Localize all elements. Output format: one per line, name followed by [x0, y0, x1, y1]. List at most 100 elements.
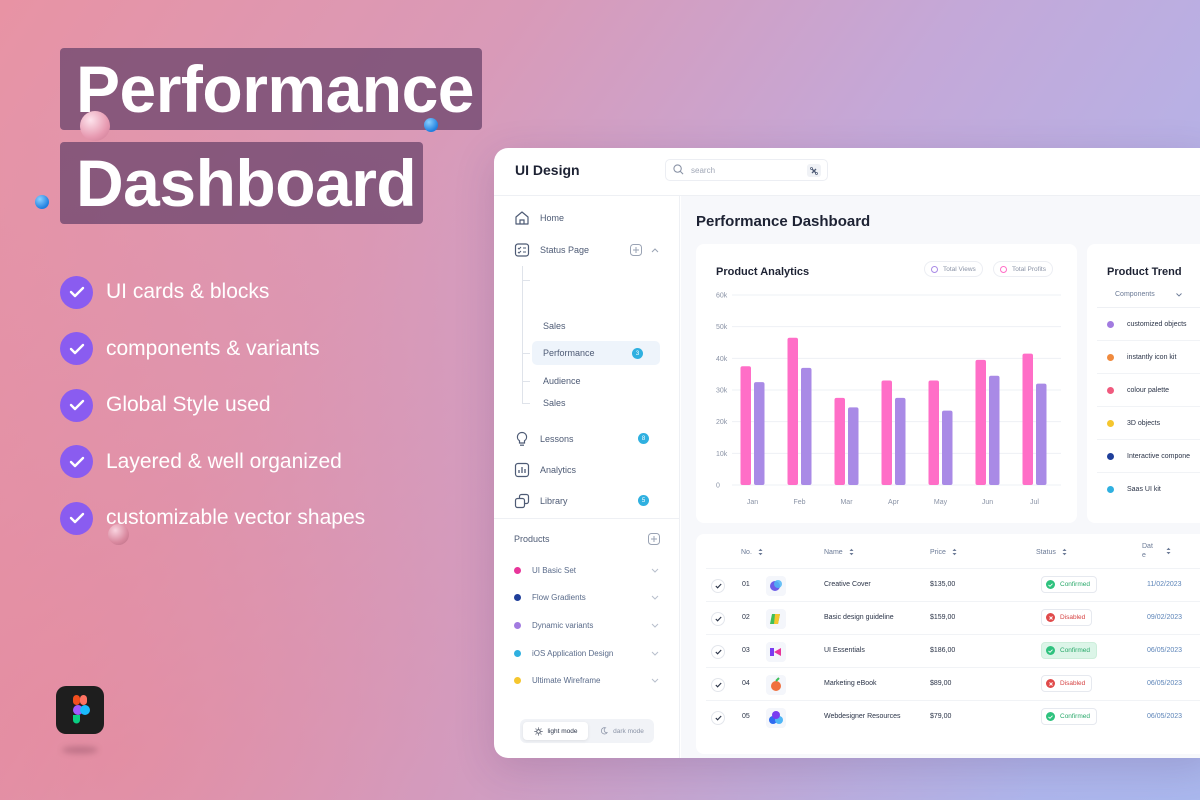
trend-row[interactable]: Interactive compone [1097, 440, 1200, 473]
status-badge: Confirmed [1041, 642, 1097, 659]
product-item[interactable]: iOS Application Design [514, 649, 613, 658]
product-item[interactable]: Flow Gradients [514, 593, 586, 602]
search-box[interactable] [665, 159, 828, 181]
table-row[interactable]: 03 UI Essentials $186,00 Confirmed 06/05… [706, 634, 1200, 667]
tree-line [522, 266, 523, 404]
light-mode-button[interactable]: light mode [523, 722, 588, 740]
table-row[interactable]: 02 Basic design guideline $159,00 Disabl… [706, 601, 1200, 634]
trend-row[interactable]: instantly icon kit [1097, 341, 1200, 374]
product-trend-card: Product Trend Components customized obje… [1087, 244, 1200, 523]
search-input[interactable] [691, 163, 801, 177]
chevron-down-icon[interactable] [1176, 293, 1182, 297]
table-row[interactable]: 04 Marketing eBook $89,00 Disabled 06/05… [706, 667, 1200, 700]
table-row[interactable]: 05 Webdesigner Resources $79,00 Confirme… [706, 700, 1200, 733]
cell-name: Basic design guideline [824, 614, 894, 621]
x-tick-label: Jan [747, 499, 758, 506]
status-badge: Disabled [1041, 675, 1093, 692]
sort-icon[interactable] [758, 548, 763, 556]
theme-toggle[interactable]: light mode dark mode [520, 719, 654, 743]
cell-price: $79,00 [930, 713, 952, 720]
main-content: Performance Dashboard Product Analytics … [681, 196, 1200, 758]
trend-row[interactable]: Saas UI kit [1097, 473, 1200, 506]
column-header-date[interactable]: Dat e [1142, 542, 1171, 560]
check-circle-icon [1046, 646, 1055, 655]
cell-no: 01 [742, 581, 750, 588]
header-label: No. [741, 548, 752, 556]
bar-profits [834, 397, 845, 485]
color-dot [514, 622, 521, 629]
legend-total-views[interactable]: Total Views [924, 261, 983, 277]
trend-row[interactable]: customized objects [1097, 308, 1200, 341]
dark-mode-button[interactable]: dark mode [592, 722, 652, 740]
sort-icon[interactable] [849, 548, 854, 556]
sort-icon[interactable] [1062, 548, 1067, 556]
count-badge: 3 [632, 348, 643, 359]
product-item[interactable]: Dynamic variants [514, 621, 593, 630]
sidebar-subitem-audience[interactable]: Audience [543, 376, 581, 386]
row-checkbox[interactable] [711, 645, 725, 659]
feature-item: Global Style used [60, 385, 365, 425]
cell-date: 06/05/2023 [1147, 680, 1183, 687]
trend-row[interactable]: colour palette [1097, 374, 1200, 407]
sidebar-subitem-performance[interactable]: Performance 3 [532, 341, 660, 365]
app-title: UI Design [515, 162, 580, 178]
sidebar-subitem-sales[interactable]: Sales [543, 321, 566, 331]
row-checkbox[interactable] [711, 678, 725, 692]
products-heading: Products [514, 534, 550, 544]
feature-item: UI cards & blocks [60, 272, 365, 312]
sidebar-item-home[interactable]: Home [514, 209, 564, 227]
trend-label: instantly icon kit [1127, 353, 1177, 361]
trend-header: Components [1097, 284, 1200, 308]
sidebar-item-status-page[interactable]: Status Page [514, 241, 589, 259]
page-title: Performance Dashboard [696, 213, 871, 230]
sidebar-item-analytics[interactable]: Analytics [514, 461, 576, 479]
table-row[interactable]: 01 Creative Cover $135,00 Confirmed 11/0… [706, 568, 1200, 601]
cell-price: $89,00 [930, 680, 952, 687]
chevron-down-icon[interactable] [651, 651, 659, 656]
product-label: Flow Gradients [532, 593, 586, 602]
row-checkbox[interactable] [711, 579, 725, 593]
checklist-icon [514, 243, 530, 257]
orders-table: No. Name Price Status Dat e 01 Creative … [696, 534, 1200, 754]
chevron-down-icon[interactable] [651, 623, 659, 628]
divider [494, 518, 680, 519]
decorative-sphere [424, 118, 438, 132]
legend-ring-icon [1000, 265, 1007, 273]
column-header-name[interactable]: Name [824, 548, 854, 556]
column-header-no[interactable]: No. [741, 548, 763, 556]
product-label: Dynamic variants [532, 621, 594, 630]
legend-ring-icon [931, 265, 938, 273]
sort-icon[interactable] [1166, 547, 1171, 555]
trend-row[interactable]: 3D objects [1097, 407, 1200, 440]
column-header-price[interactable]: Price [930, 548, 957, 556]
legend-total-profits[interactable]: Total Profits [993, 261, 1053, 277]
bar-views [801, 367, 812, 485]
product-item[interactable]: Ultimate Wireframe [514, 676, 600, 685]
sidebar-item-lessons[interactable]: Lessons [514, 430, 574, 448]
product-item[interactable]: UI Basic Set [514, 566, 576, 575]
search-icon [673, 164, 684, 175]
sidebar-item-label: Library [540, 496, 568, 506]
command-key-icon[interactable] [807, 164, 821, 177]
add-icon[interactable] [630, 244, 642, 256]
tree-connector [522, 280, 530, 281]
cell-date: 11/02/2023 [1147, 581, 1182, 588]
sidebar-item-library[interactable]: Library [514, 492, 568, 510]
status-badge: Disabled [1041, 609, 1093, 626]
cell-name: Creative Cover [824, 581, 871, 588]
product-label: Ultimate Wireframe [532, 676, 601, 685]
column-header-status[interactable]: Status [1036, 548, 1067, 556]
row-checkbox[interactable] [711, 711, 725, 725]
y-tick-label: 40k [716, 356, 728, 363]
chevron-down-icon[interactable] [651, 678, 659, 683]
bar-profits [740, 366, 751, 485]
bar-chart: 0 10k 20k 30k 40k 50k 60k Jan Feb Mar Apr May Jun Jul [716, 293, 1061, 506]
sort-icon[interactable] [952, 548, 957, 556]
sidebar-subitem-sales-2[interactable]: Sales [543, 398, 566, 408]
chevron-down-icon[interactable] [651, 568, 659, 573]
chevron-down-icon[interactable] [651, 595, 659, 600]
lightbulb-icon [516, 431, 528, 446]
chevron-up-icon[interactable] [651, 247, 659, 253]
row-checkbox[interactable] [711, 612, 725, 626]
add-icon[interactable] [648, 533, 660, 545]
